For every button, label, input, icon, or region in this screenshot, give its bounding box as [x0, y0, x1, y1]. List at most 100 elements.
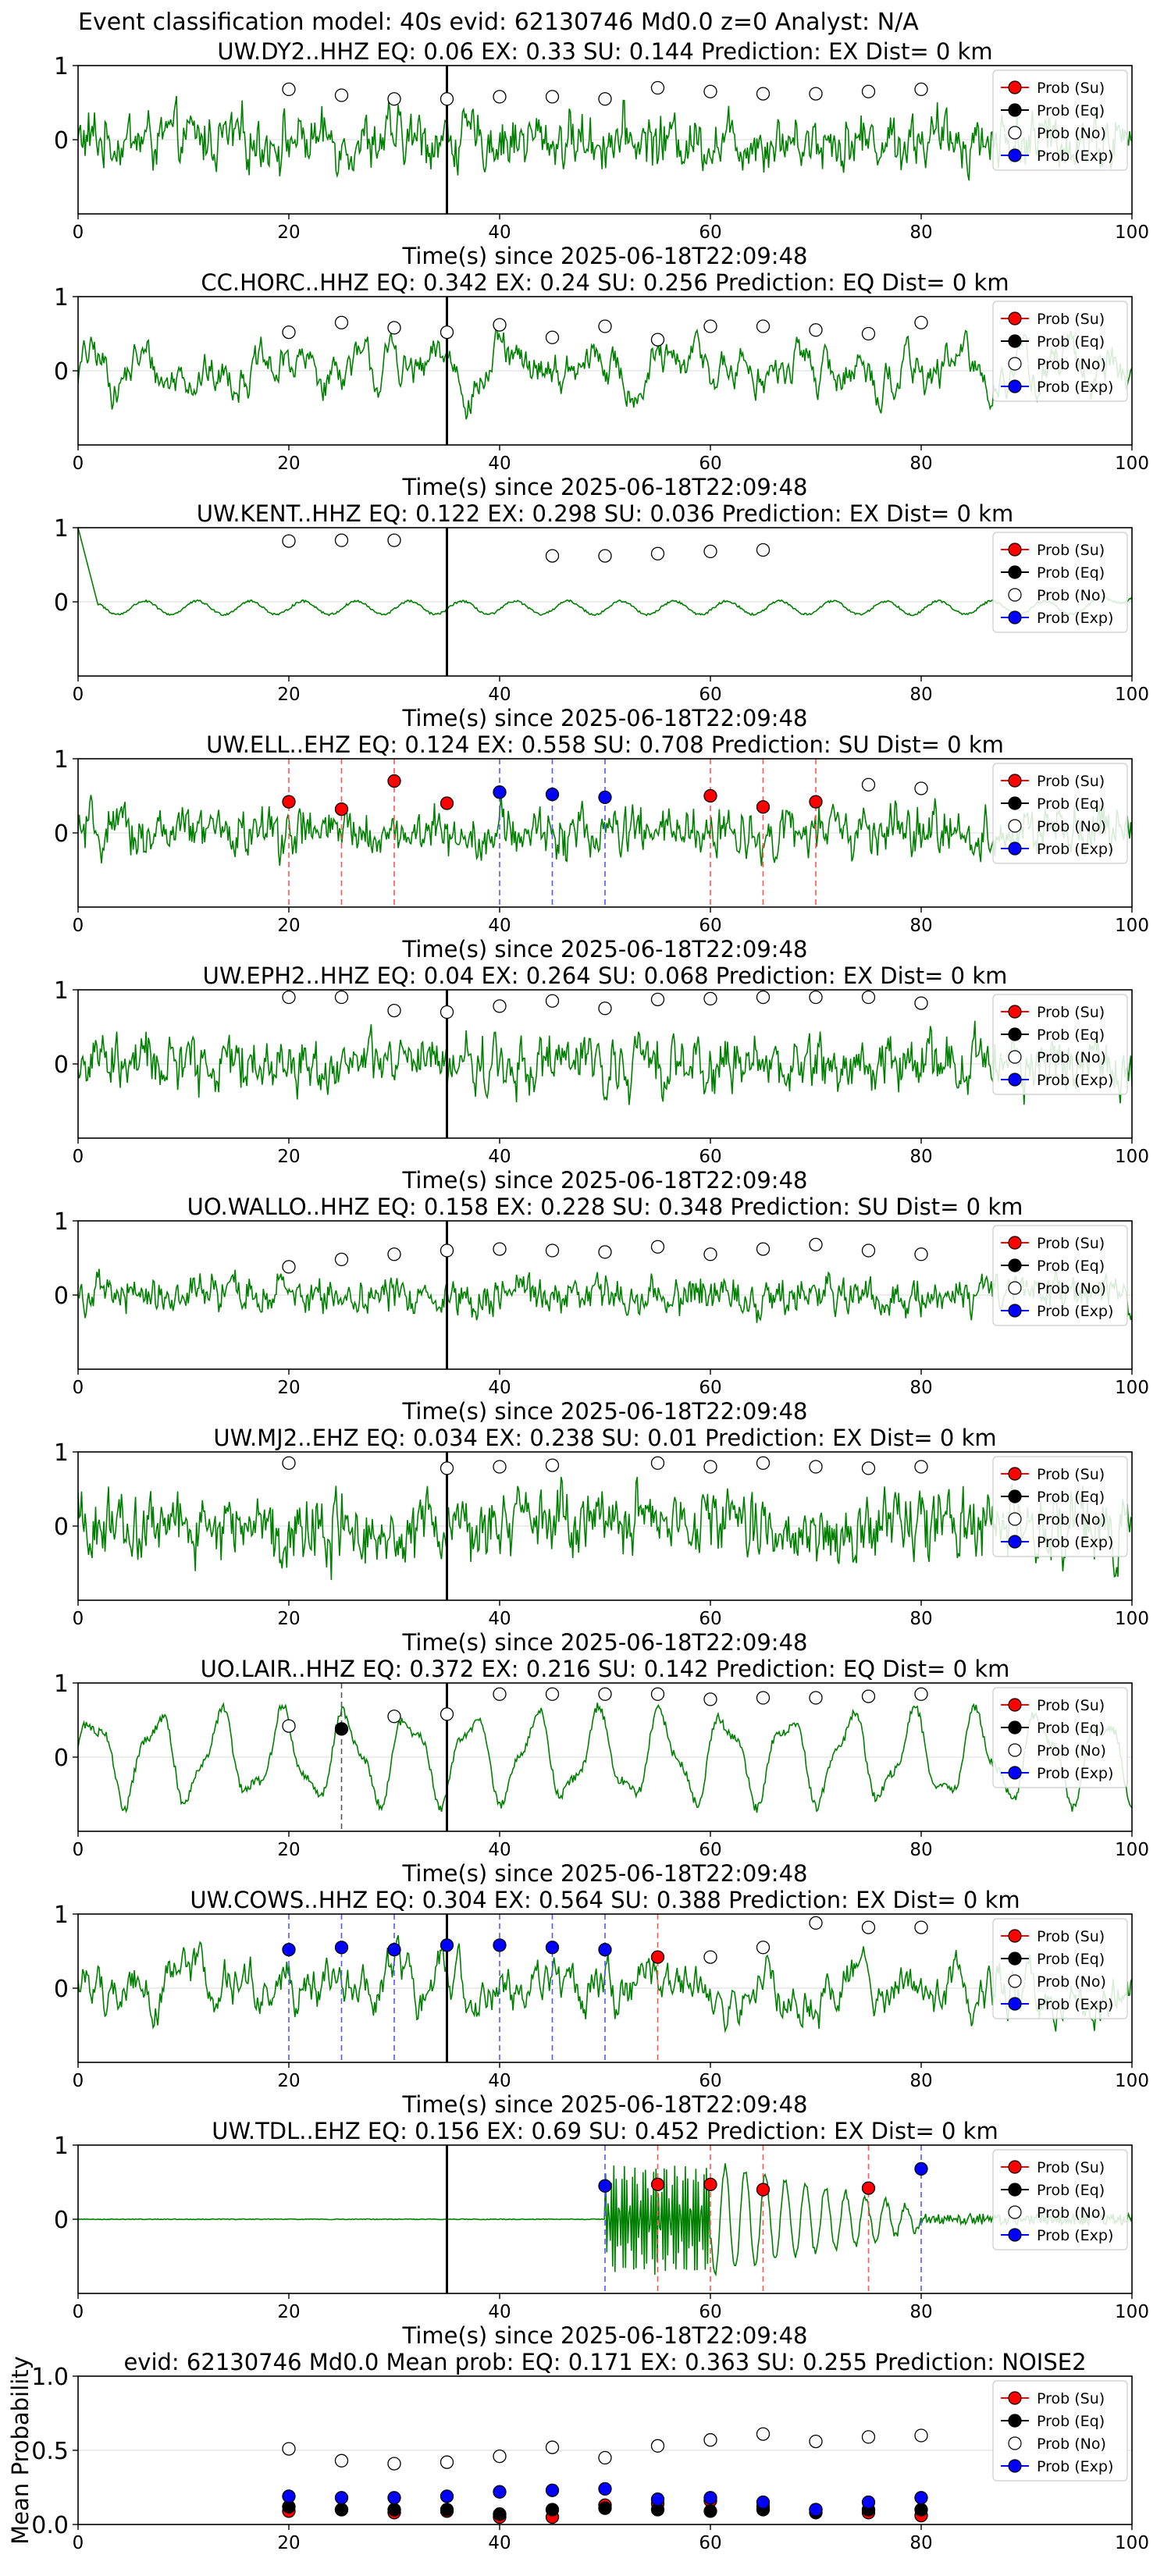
mean-prob-point-exp: [914, 2491, 928, 2505]
prob-point-su: [756, 800, 771, 814]
panel-10: evid: 62130746 Md0.0 Mean prob: EQ: 0.17…: [7, 2349, 1149, 2553]
prob-point-exp: [493, 1938, 507, 1952]
mean-prob-point-no: [861, 2430, 876, 2444]
prob-point-no: [914, 1687, 928, 1701]
x-tick-label: 80: [909, 1147, 932, 1167]
prob-point-no: [703, 84, 717, 98]
prob-point-exp: [598, 2179, 612, 2193]
legend-marker: [1008, 1236, 1022, 1250]
mean-prob-point-no: [493, 2449, 507, 2464]
legend-marker: [1008, 819, 1022, 833]
waveform-trace: [78, 1268, 1132, 1323]
x-tick-label: 40: [488, 1840, 511, 1860]
panel-0: UW.DY2..HHZ EQ: 0.06 EX: 0.33 SU: 0.144 …: [54, 38, 1149, 269]
x-tick-label: 60: [699, 685, 721, 705]
panel-3: UW.ELL..EHZ EQ: 0.124 EX: 0.558 SU: 0.70…: [54, 731, 1149, 962]
y-tick-label: 0: [54, 1051, 69, 1079]
x-tick-label: 100: [1115, 1609, 1149, 1629]
y-tick-label: 0.5: [31, 2438, 69, 2465]
legend-label: Prob (Eq): [1037, 1258, 1105, 1275]
prob-point-no: [914, 82, 928, 97]
x-tick-label: 40: [488, 222, 511, 243]
legend-box: [992, 532, 1128, 633]
x-tick-label: 0: [73, 685, 84, 705]
panel-title: UW.MJ2..EHZ EQ: 0.034 EX: 0.238 SU: 0.01…: [213, 1425, 996, 1451]
mean-prob-point-no: [809, 2434, 823, 2449]
waveform-trace: [78, 95, 1132, 181]
legend-marker: [1008, 2183, 1022, 2197]
mean-prob-point-no: [282, 2442, 296, 2456]
mean-prob-point-eq: [334, 2503, 349, 2517]
x-tick-label: 80: [909, 2533, 932, 2553]
legend-marker: [1008, 588, 1022, 602]
x-tick-label: 80: [909, 454, 932, 474]
prob-point-no: [440, 1005, 454, 1019]
legend-label: Prob (Exp): [1037, 1996, 1113, 2013]
y-tick-label: 1.0: [31, 2364, 69, 2391]
x-axis-label: Time(s) since 2025-06-18T22:09:48: [402, 2091, 808, 2118]
legend-label: Prob (Eq): [1037, 2182, 1105, 2199]
legend-label: Prob (Eq): [1037, 1026, 1105, 1044]
x-tick-label: 20: [277, 2302, 300, 2322]
prob-point-no: [440, 1244, 454, 1258]
x-tick-label: 0: [73, 2533, 84, 2553]
prob-point-no: [440, 1461, 454, 1475]
prob-point-no: [282, 1260, 296, 1274]
prob-point-no: [861, 1461, 876, 1475]
legend-marker: [1008, 1258, 1022, 1272]
prob-point-no: [861, 777, 876, 792]
legend-marker: [1008, 1512, 1022, 1526]
x-axis-label: Time(s) since 2025-06-18T22:09:48: [402, 936, 808, 962]
legend-marker: [1008, 1281, 1022, 1295]
prob-point-no: [756, 87, 771, 101]
panel-title: UW.COWS..HHZ EQ: 0.304 EX: 0.564 SU: 0.3…: [190, 1887, 1020, 1913]
prob-point-no: [756, 1941, 771, 1955]
y-tick-label: 0: [54, 127, 69, 155]
legend-marker: [1008, 774, 1022, 788]
x-tick-label: 60: [699, 2071, 721, 2091]
prob-point-no: [334, 1252, 349, 1267]
y-tick-label: 0: [54, 1976, 69, 2003]
legend-marker: [1008, 103, 1022, 117]
prob-point-no: [809, 87, 823, 101]
x-tick-label: 20: [277, 1840, 300, 1860]
x-tick-label: 20: [277, 2071, 300, 2091]
y-tick-label: 0: [54, 1283, 69, 1310]
prob-point-su: [387, 774, 401, 788]
prob-point-su: [703, 2177, 717, 2192]
prob-point-no: [282, 990, 296, 1005]
y-tick-label: 0: [54, 2207, 69, 2234]
prob-point-no: [493, 1460, 507, 1474]
prob-point-no: [703, 1247, 717, 1261]
legend-marker: [1008, 1467, 1022, 1481]
x-tick-label: 20: [277, 1609, 300, 1629]
prob-point-no: [650, 546, 665, 560]
prob-point-no: [861, 1244, 876, 1258]
prob-point-no: [703, 1950, 717, 1964]
x-axis-label: Time(s) since 2025-06-18T22:09:48: [402, 474, 808, 500]
waveform-trace: [78, 1702, 1132, 1814]
panel-1: CC.HORC..HHZ EQ: 0.342 EX: 0.24 SU: 0.25…: [54, 269, 1149, 500]
prob-point-su: [809, 795, 823, 809]
prob-point-no: [334, 533, 349, 547]
legend-marker: [1008, 2414, 1022, 2428]
y-tick-label: 0: [54, 1745, 69, 1772]
prob-point-su: [861, 2181, 876, 2195]
x-tick-label: 0: [73, 916, 84, 936]
x-tick-label: 20: [277, 916, 300, 936]
legend-box: [992, 1687, 1128, 1788]
x-tick-label: 100: [1115, 685, 1149, 705]
prob-point-no: [282, 534, 296, 548]
prob-point-no: [703, 1460, 717, 1474]
mean-prob-point-exp: [650, 2492, 665, 2507]
prob-point-no: [650, 1240, 665, 1254]
legend-label: Prob (No): [1037, 1280, 1106, 1297]
legend-marker: [1008, 1766, 1022, 1780]
prob-point-no: [650, 992, 665, 1006]
prob-point-no: [861, 1920, 876, 1934]
legend-marker: [1008, 610, 1022, 624]
y-tick-label: 1: [54, 977, 69, 1005]
panel-title: UW.ELL..EHZ EQ: 0.124 EX: 0.558 SU: 0.70…: [206, 731, 1004, 758]
x-tick-label: 80: [909, 1378, 932, 1398]
legend-label: Prob (Su): [1037, 311, 1105, 328]
